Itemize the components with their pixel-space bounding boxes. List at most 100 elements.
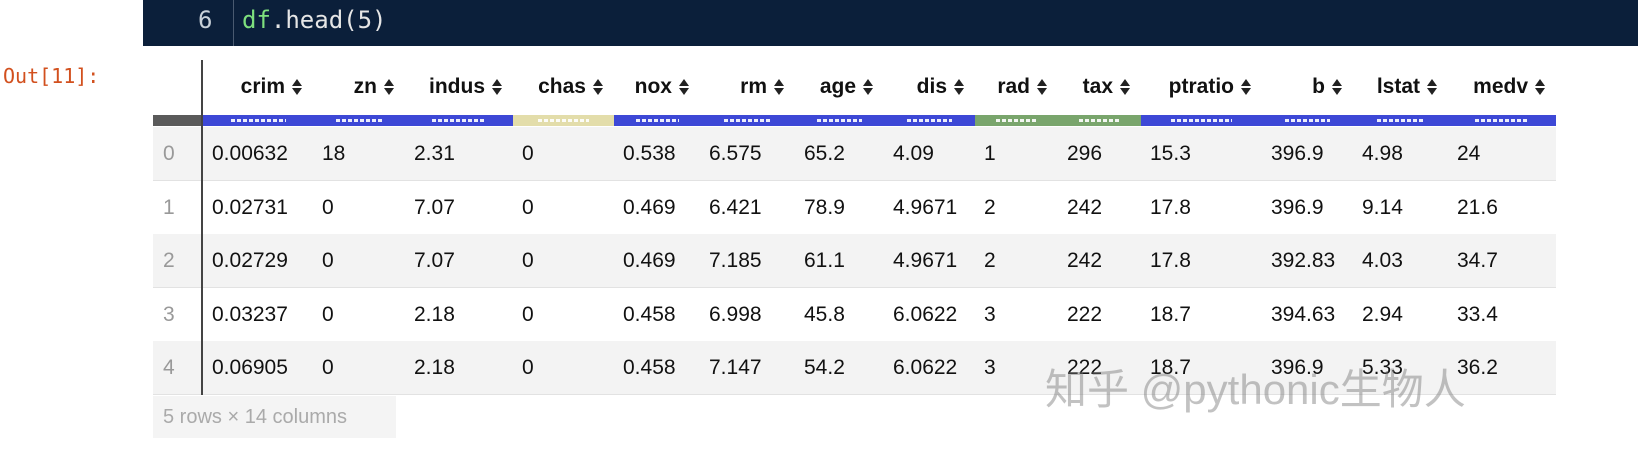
- distribution-dots: [538, 119, 589, 122]
- sort-icon[interactable]: [491, 78, 503, 96]
- table-cell: 4.09: [893, 142, 934, 165]
- table-cell: 0: [522, 195, 534, 219]
- table-cell: 17.8: [1150, 195, 1191, 219]
- table-row: 3 0.03237 0 2.18 0 0.458 6.998 45.8 6.0622 3 222 18…: [153, 287, 1556, 341]
- table-row: 2 0.02729 0 7.07 0 0.469 7.185 61.1 4.9671 2 242 17…: [153, 234, 1556, 288]
- column-header[interactable]: rad: [975, 60, 1058, 114]
- sort-icon[interactable]: [592, 78, 604, 96]
- table-cell: 7.185: [709, 249, 762, 273]
- sort-icon[interactable]: [678, 78, 690, 96]
- sort-icon[interactable]: [1036, 78, 1048, 96]
- table-cell: 394.63: [1271, 302, 1336, 326]
- table-cell: 222: [1067, 302, 1103, 326]
- distribution-bar: [700, 115, 795, 126]
- table-cell: 9.14: [1362, 195, 1403, 219]
- sort-icon[interactable]: [862, 78, 874, 96]
- sort-icon[interactable]: [1119, 78, 1131, 96]
- sort-icon[interactable]: [291, 78, 303, 96]
- table-cell: 0.458: [623, 302, 676, 326]
- sort-icon[interactable]: [1426, 78, 1438, 96]
- distribution-dots: [1376, 119, 1425, 122]
- column-header[interactable]: b: [1262, 60, 1353, 114]
- column-name: tax: [1082, 75, 1113, 98]
- column-header[interactable]: tax: [1058, 60, 1141, 114]
- table-cell: 7.07: [414, 195, 455, 219]
- column-header[interactable]: age: [795, 60, 884, 114]
- code-line: df.head(5): [242, 6, 387, 34]
- distribution-dots: [723, 119, 772, 122]
- column-header[interactable]: rm: [700, 60, 795, 114]
- table-row: 4 0.06905 0 2.18 0 0.458 7.147 54.2 6.0622 3 222 18…: [153, 341, 1556, 395]
- row-divider: [153, 394, 1556, 396]
- table-cell: 222: [1067, 356, 1103, 380]
- row-index: 3: [163, 302, 175, 326]
- distribution-dots: [432, 119, 486, 122]
- table-cell: 0.00632: [212, 142, 288, 165]
- column-name: lstat: [1376, 75, 1420, 98]
- table-cell: 54.2: [804, 356, 845, 380]
- table-row: 1 0.02731 0 7.07 0 0.469 6.421 78.9 4.9671 2 242 17…: [153, 180, 1556, 234]
- distribution-bar: [1448, 115, 1556, 126]
- column-header[interactable]: medv: [1448, 60, 1556, 114]
- column-header[interactable]: indus: [405, 60, 513, 114]
- code-token: df: [242, 6, 271, 34]
- table-cell: 0: [522, 302, 534, 326]
- row-divider: [153, 340, 1556, 342]
- column-header[interactable]: chas: [513, 60, 614, 114]
- table-cell: 65.2: [804, 142, 845, 165]
- column-header[interactable]: nox: [614, 60, 700, 114]
- table-cell: 0: [322, 195, 334, 219]
- sort-icon[interactable]: [1534, 78, 1546, 96]
- table-cell: 396.9: [1271, 195, 1324, 219]
- table-cell: 1: [984, 142, 996, 165]
- column-name: dis: [916, 75, 947, 98]
- table-cell: 2: [984, 249, 996, 273]
- column-name: b: [1312, 75, 1325, 98]
- table-cell: 0.469: [623, 195, 676, 219]
- column-header[interactable]: dis: [884, 60, 975, 114]
- distribution-bar: [884, 115, 975, 126]
- table-cell: 296: [1067, 142, 1103, 165]
- column-header[interactable]: zn: [313, 60, 405, 114]
- distribution-bar: [975, 115, 1058, 126]
- table-footer: 5 rows × 14 columns: [153, 396, 396, 438]
- table-cell: 21.6: [1457, 195, 1498, 219]
- table-cell: 2.18: [414, 356, 455, 380]
- table-cell: 0.02729: [212, 249, 288, 273]
- table-cell: 4.9671: [893, 249, 958, 273]
- table-cell: 242: [1067, 195, 1103, 219]
- distribution-dots: [230, 119, 286, 122]
- sort-icon[interactable]: [1240, 78, 1252, 96]
- sort-icon[interactable]: [383, 78, 395, 96]
- table-cell: 4.9671: [893, 195, 958, 219]
- table-cell: 6.575: [709, 142, 762, 165]
- column-header[interactable]: crim: [203, 60, 313, 114]
- table-cell: 6.998: [709, 302, 762, 326]
- table-cell: 2.94: [1362, 302, 1403, 326]
- gutter-separator: [233, 0, 234, 46]
- sort-icon[interactable]: [1331, 78, 1343, 96]
- distribution-bar: [513, 115, 614, 126]
- table-cell: 0: [522, 142, 534, 165]
- row-index: 1: [163, 195, 175, 219]
- table-cell: 0.03237: [212, 302, 288, 326]
- table-cell: 18.7: [1150, 302, 1191, 326]
- sort-icon[interactable]: [773, 78, 785, 96]
- row-divider: [153, 233, 1556, 235]
- code-token: .head(5): [270, 6, 387, 34]
- table-cell: 3: [984, 302, 996, 326]
- column-header[interactable]: ptratio: [1141, 60, 1262, 114]
- distribution-bar: [1058, 115, 1141, 126]
- table-cell: 242: [1067, 249, 1103, 273]
- code-cell: [143, 0, 1638, 46]
- table-cell: 0: [322, 356, 334, 380]
- sort-icon[interactable]: [953, 78, 965, 96]
- table-cell: 0: [522, 249, 534, 273]
- column-name: indus: [429, 75, 485, 98]
- column-header[interactable]: lstat: [1353, 60, 1448, 114]
- table-cell: 15.3: [1150, 142, 1191, 165]
- distribution-dots: [336, 119, 382, 122]
- table-cell: 34.7: [1457, 249, 1498, 273]
- distribution-dots: [995, 119, 1038, 122]
- table-cell: 2.31: [414, 142, 455, 165]
